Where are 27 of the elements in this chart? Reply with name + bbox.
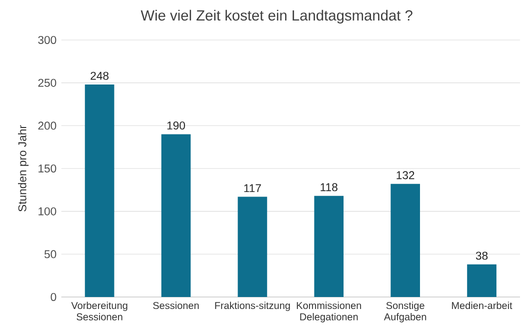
x-tick-label: Kommissionen Delegationen <box>296 302 362 322</box>
y-tick-label: 50 <box>44 250 56 258</box>
bar <box>467 264 496 297</box>
y-axis-title: Stunden pro Jahr <box>18 125 29 212</box>
bar <box>390 184 420 297</box>
data-label: 132 <box>396 171 414 180</box>
y-tick-label: 300 <box>38 36 56 44</box>
y-tick-label: 150 <box>38 164 56 172</box>
data-label: 248 <box>90 72 109 80</box>
y-tick-label: 250 <box>38 78 56 87</box>
data-label: 190 <box>167 122 186 130</box>
x-tick-label: Medien-arbeit <box>452 302 512 310</box>
bar <box>238 196 268 297</box>
y-tick-label: 0 <box>50 292 56 301</box>
y-tick-label: 100 <box>38 207 56 216</box>
bar <box>314 196 344 297</box>
chart-title: Wie viel Zeit kostet ein Landtagsmandat ? <box>140 10 412 24</box>
x-tick-label: Sonstige Aufgaben <box>384 302 426 322</box>
x-tick-label: Vorbereitung Sessionen <box>71 302 128 320</box>
data-label: 38 <box>476 252 488 260</box>
data-label: 118 <box>320 183 338 192</box>
x-tick-label: Fraktions-sitzung <box>215 302 290 312</box>
bar <box>161 134 191 297</box>
x-tick-label: Sessionen <box>153 302 199 310</box>
y-tick-label: 200 <box>38 122 56 130</box>
bar <box>84 84 114 297</box>
data-label: 117 <box>244 184 261 192</box>
